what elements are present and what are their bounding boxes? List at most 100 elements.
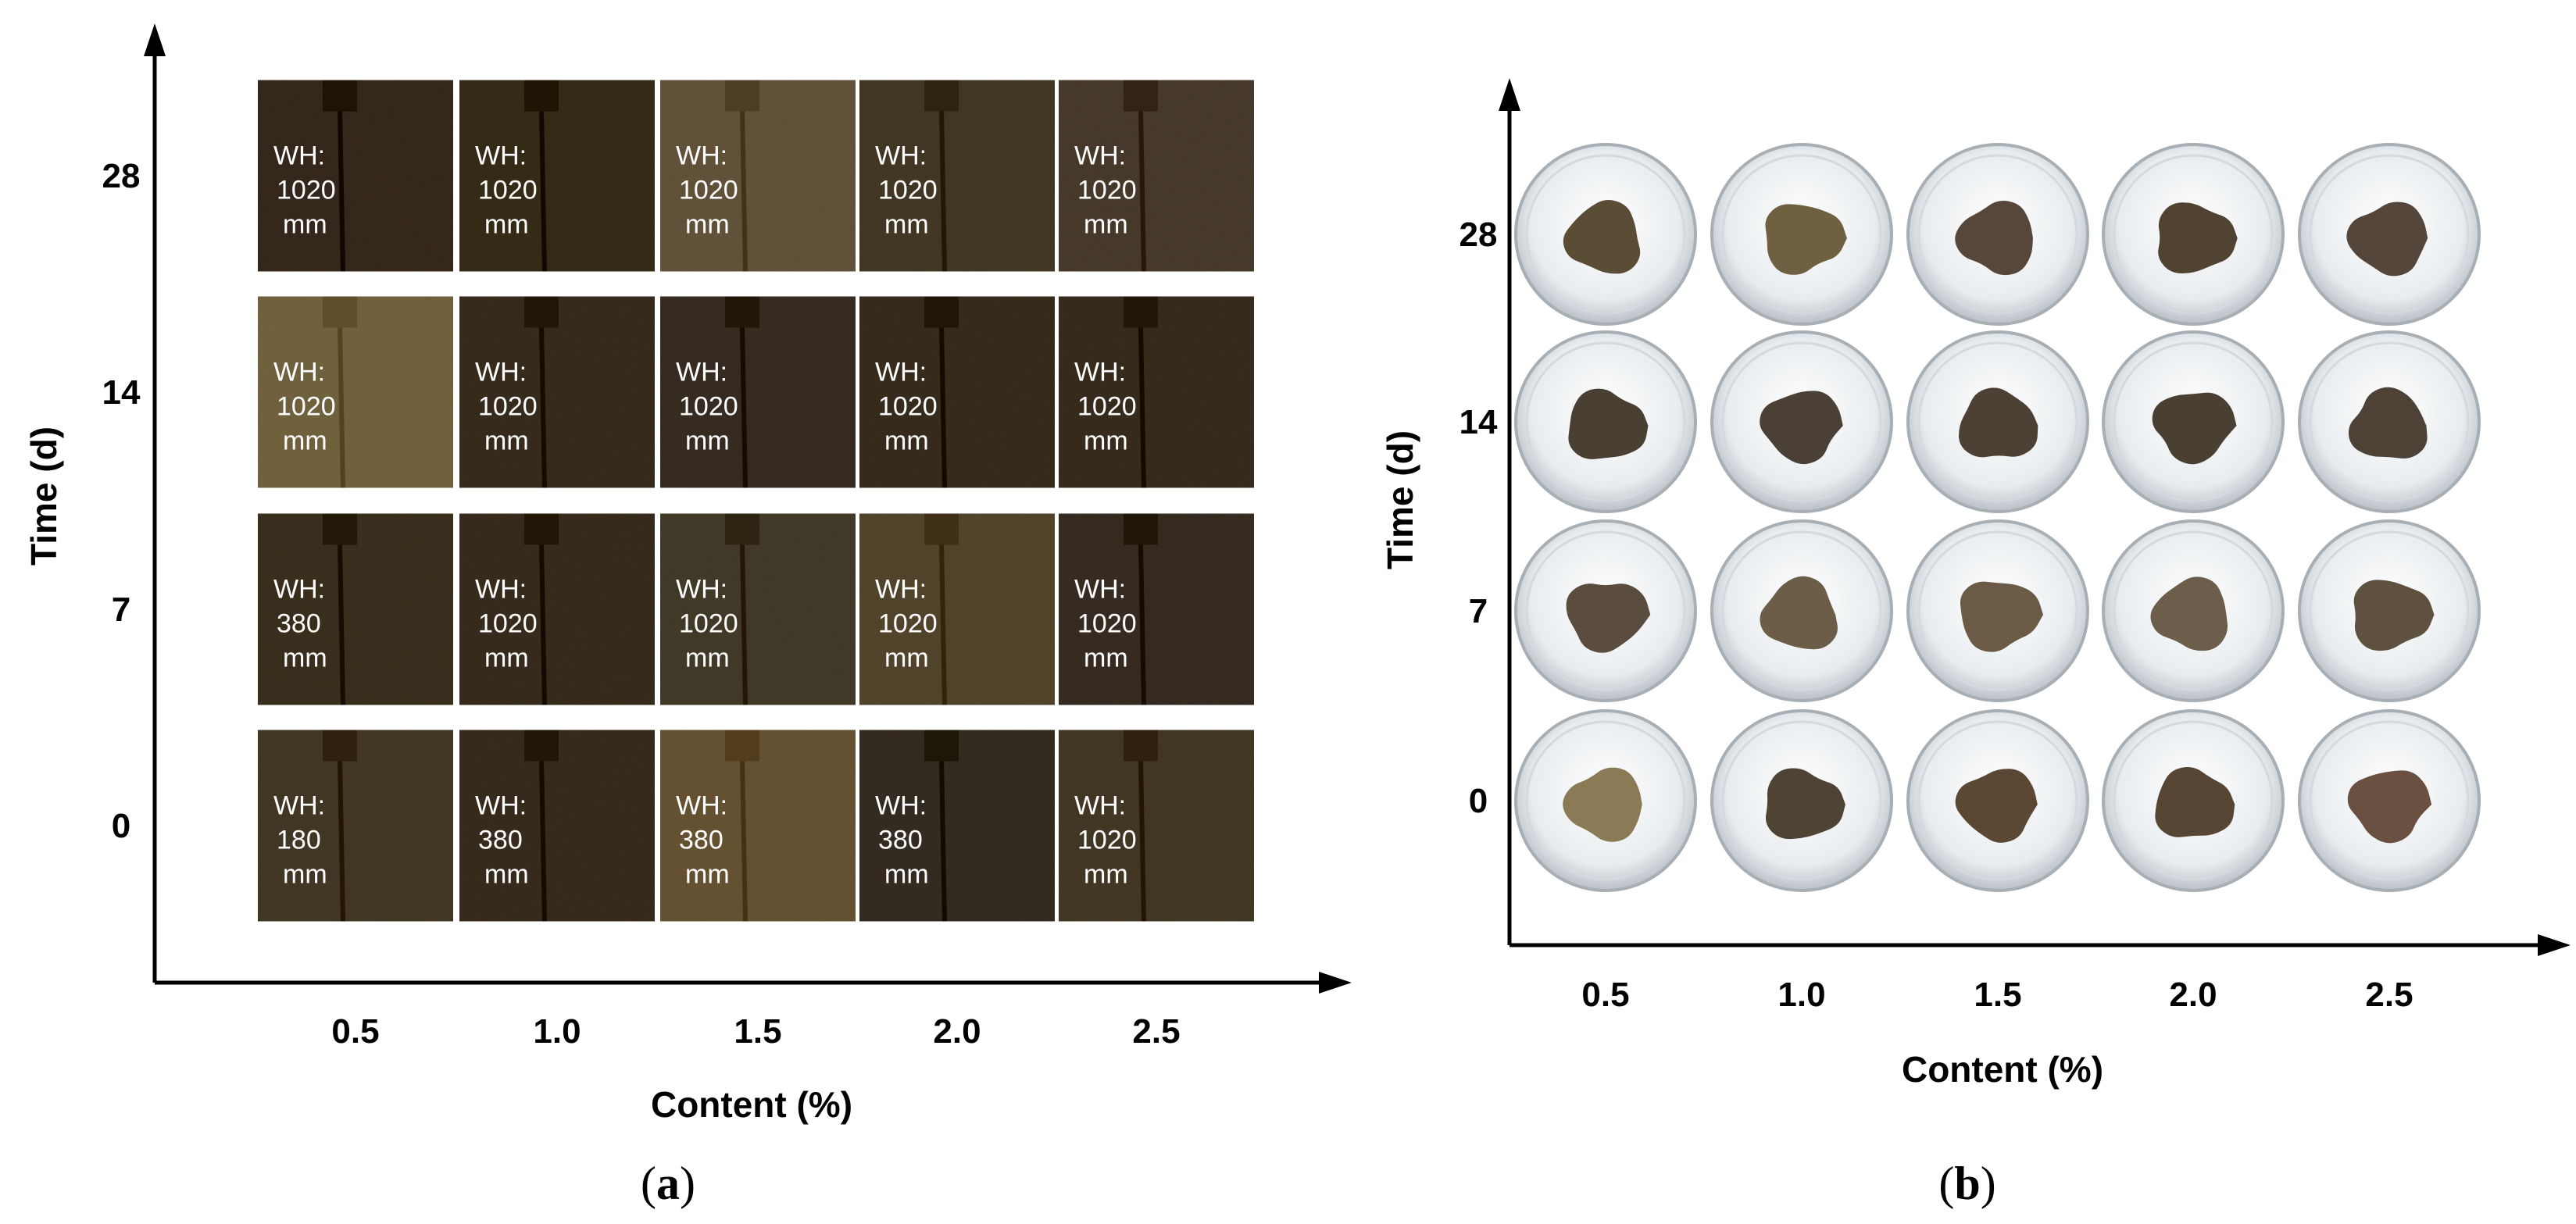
specimen-block [1059, 513, 1254, 705]
soil-sample [1566, 583, 1651, 653]
wh-value: 1020 [277, 176, 336, 205]
specimen-photo: WH: 1020 mm [459, 80, 655, 272]
x-tick-label: 1.0 [533, 1012, 581, 1051]
petri-dish-photo [1514, 709, 1697, 892]
wh-unit: mm [1084, 426, 1128, 456]
specimen-notch [1124, 80, 1158, 112]
specimen-notch [1124, 513, 1158, 545]
soil-sample [2158, 202, 2238, 273]
specimen-photo: WH: 1020 mm [258, 80, 453, 272]
petri-dish-photo [1906, 519, 2089, 702]
petri-dish-photo [1710, 330, 1893, 513]
wh-unit: mm [884, 210, 929, 240]
wh-value: 380 [679, 826, 723, 855]
x-axis-arrow [2538, 934, 2571, 956]
petri-dish-rim [1917, 530, 2078, 691]
specimen-notch [725, 296, 759, 328]
wh-unit: mm [685, 426, 730, 456]
petri-dish-photo [2102, 519, 2285, 702]
specimen-crack [1138, 544, 1146, 705]
specimen-notch [924, 730, 959, 762]
soil-sample [1955, 769, 2038, 843]
specimen-notch [323, 513, 357, 545]
specimen-block [459, 513, 655, 705]
specimen-photo: WH: 1020 mm [1059, 730, 1254, 922]
petri-dish-rim [2113, 154, 2274, 315]
petri-dish-rim [2309, 530, 2470, 691]
wh-value: 1020 [277, 392, 336, 422]
soil-sample [1765, 768, 1845, 840]
specimen-photo: WH: 1020 mm [859, 80, 1055, 272]
wh-label: WH: [875, 575, 927, 605]
soil-sample [1563, 200, 1641, 274]
petri-dish-rim [2309, 341, 2470, 502]
wh-value: 380 [277, 609, 321, 639]
wh-unit: mm [283, 860, 327, 890]
specimen-block [258, 296, 453, 488]
soil-sample [1959, 387, 2038, 458]
specimen-crack [939, 111, 947, 272]
specimen-crack [1138, 761, 1146, 922]
wh-label: WH: [273, 791, 325, 821]
y-tick-label: 14 [102, 373, 141, 412]
specimen-notch [924, 296, 959, 328]
specimen-crack [539, 327, 547, 488]
wh-unit: mm [283, 426, 327, 456]
petri-dish-rim [2113, 720, 2274, 881]
specimen-block [859, 296, 1055, 488]
soil-sample [2348, 387, 2428, 459]
petri-dish-rim [2309, 720, 2470, 881]
specimen-photo: WH: 1020 mm [1059, 513, 1254, 705]
x-tick-label: 0.5 [1581, 976, 1629, 1014]
wh-value: 380 [878, 826, 923, 855]
wh-label: WH: [1074, 575, 1126, 605]
specimen-crack [740, 544, 748, 705]
petri-dish-rim [1525, 720, 1686, 881]
petri-dish-rim [1917, 341, 2078, 502]
petri-dish-photo [1710, 709, 1893, 892]
x-axis-arrow [1319, 972, 1352, 994]
wh-unit: mm [484, 644, 529, 673]
soil-sample [2152, 392, 2237, 465]
wh-unit: mm [1084, 644, 1128, 673]
wh-value: 1020 [478, 609, 538, 639]
petri-dish-rim [1525, 341, 1686, 502]
petri-dish-rim [1525, 530, 1686, 691]
y-tick-label: 28 [1459, 216, 1498, 254]
x-tick-label: 1.5 [734, 1012, 781, 1051]
specimen-block [258, 730, 453, 922]
wh-label: WH: [475, 791, 527, 821]
x-axis-title: Content (%) [651, 1084, 852, 1125]
specimen-crack [338, 111, 345, 272]
caption-b: (b) [1938, 1158, 1995, 1209]
specimen-notch [1124, 296, 1158, 328]
soil-sample [2353, 580, 2435, 651]
specimen-photo: WH: 1020 mm [859, 513, 1055, 705]
soil-sample [2150, 576, 2228, 651]
petri-dish-photo [1710, 519, 1893, 702]
x-tick-label: 2.0 [2169, 976, 2217, 1014]
wh-label: WH: [475, 358, 527, 387]
wh-label: WH: [475, 141, 527, 171]
wh-value: 380 [478, 826, 523, 855]
y-tick-label: 7 [1469, 592, 1488, 630]
wh-value: 1020 [878, 176, 938, 205]
specimen-notch [1124, 730, 1158, 762]
x-tick-label: 2.5 [1132, 1012, 1180, 1051]
specimen-crack [539, 544, 547, 705]
specimen-block [1059, 296, 1254, 488]
specimen-block [459, 296, 655, 488]
specimen-crack [338, 544, 345, 705]
soil-sample [1568, 388, 1649, 459]
specimen-block [1059, 80, 1254, 272]
specimen-photo: WH: 380 mm [660, 730, 856, 922]
petri-dish-rim [1721, 530, 1882, 691]
specimen-photo: WH: 1020 mm [459, 513, 655, 705]
y-axis-arrow [1499, 78, 1520, 111]
x-tick-label: 2.5 [2365, 976, 2413, 1014]
petri-dish-photo [2102, 143, 2285, 326]
wh-value: 180 [277, 826, 321, 855]
specimen-notch [323, 80, 357, 112]
y-tick-label: 7 [112, 591, 130, 629]
specimen-notch [524, 296, 559, 328]
